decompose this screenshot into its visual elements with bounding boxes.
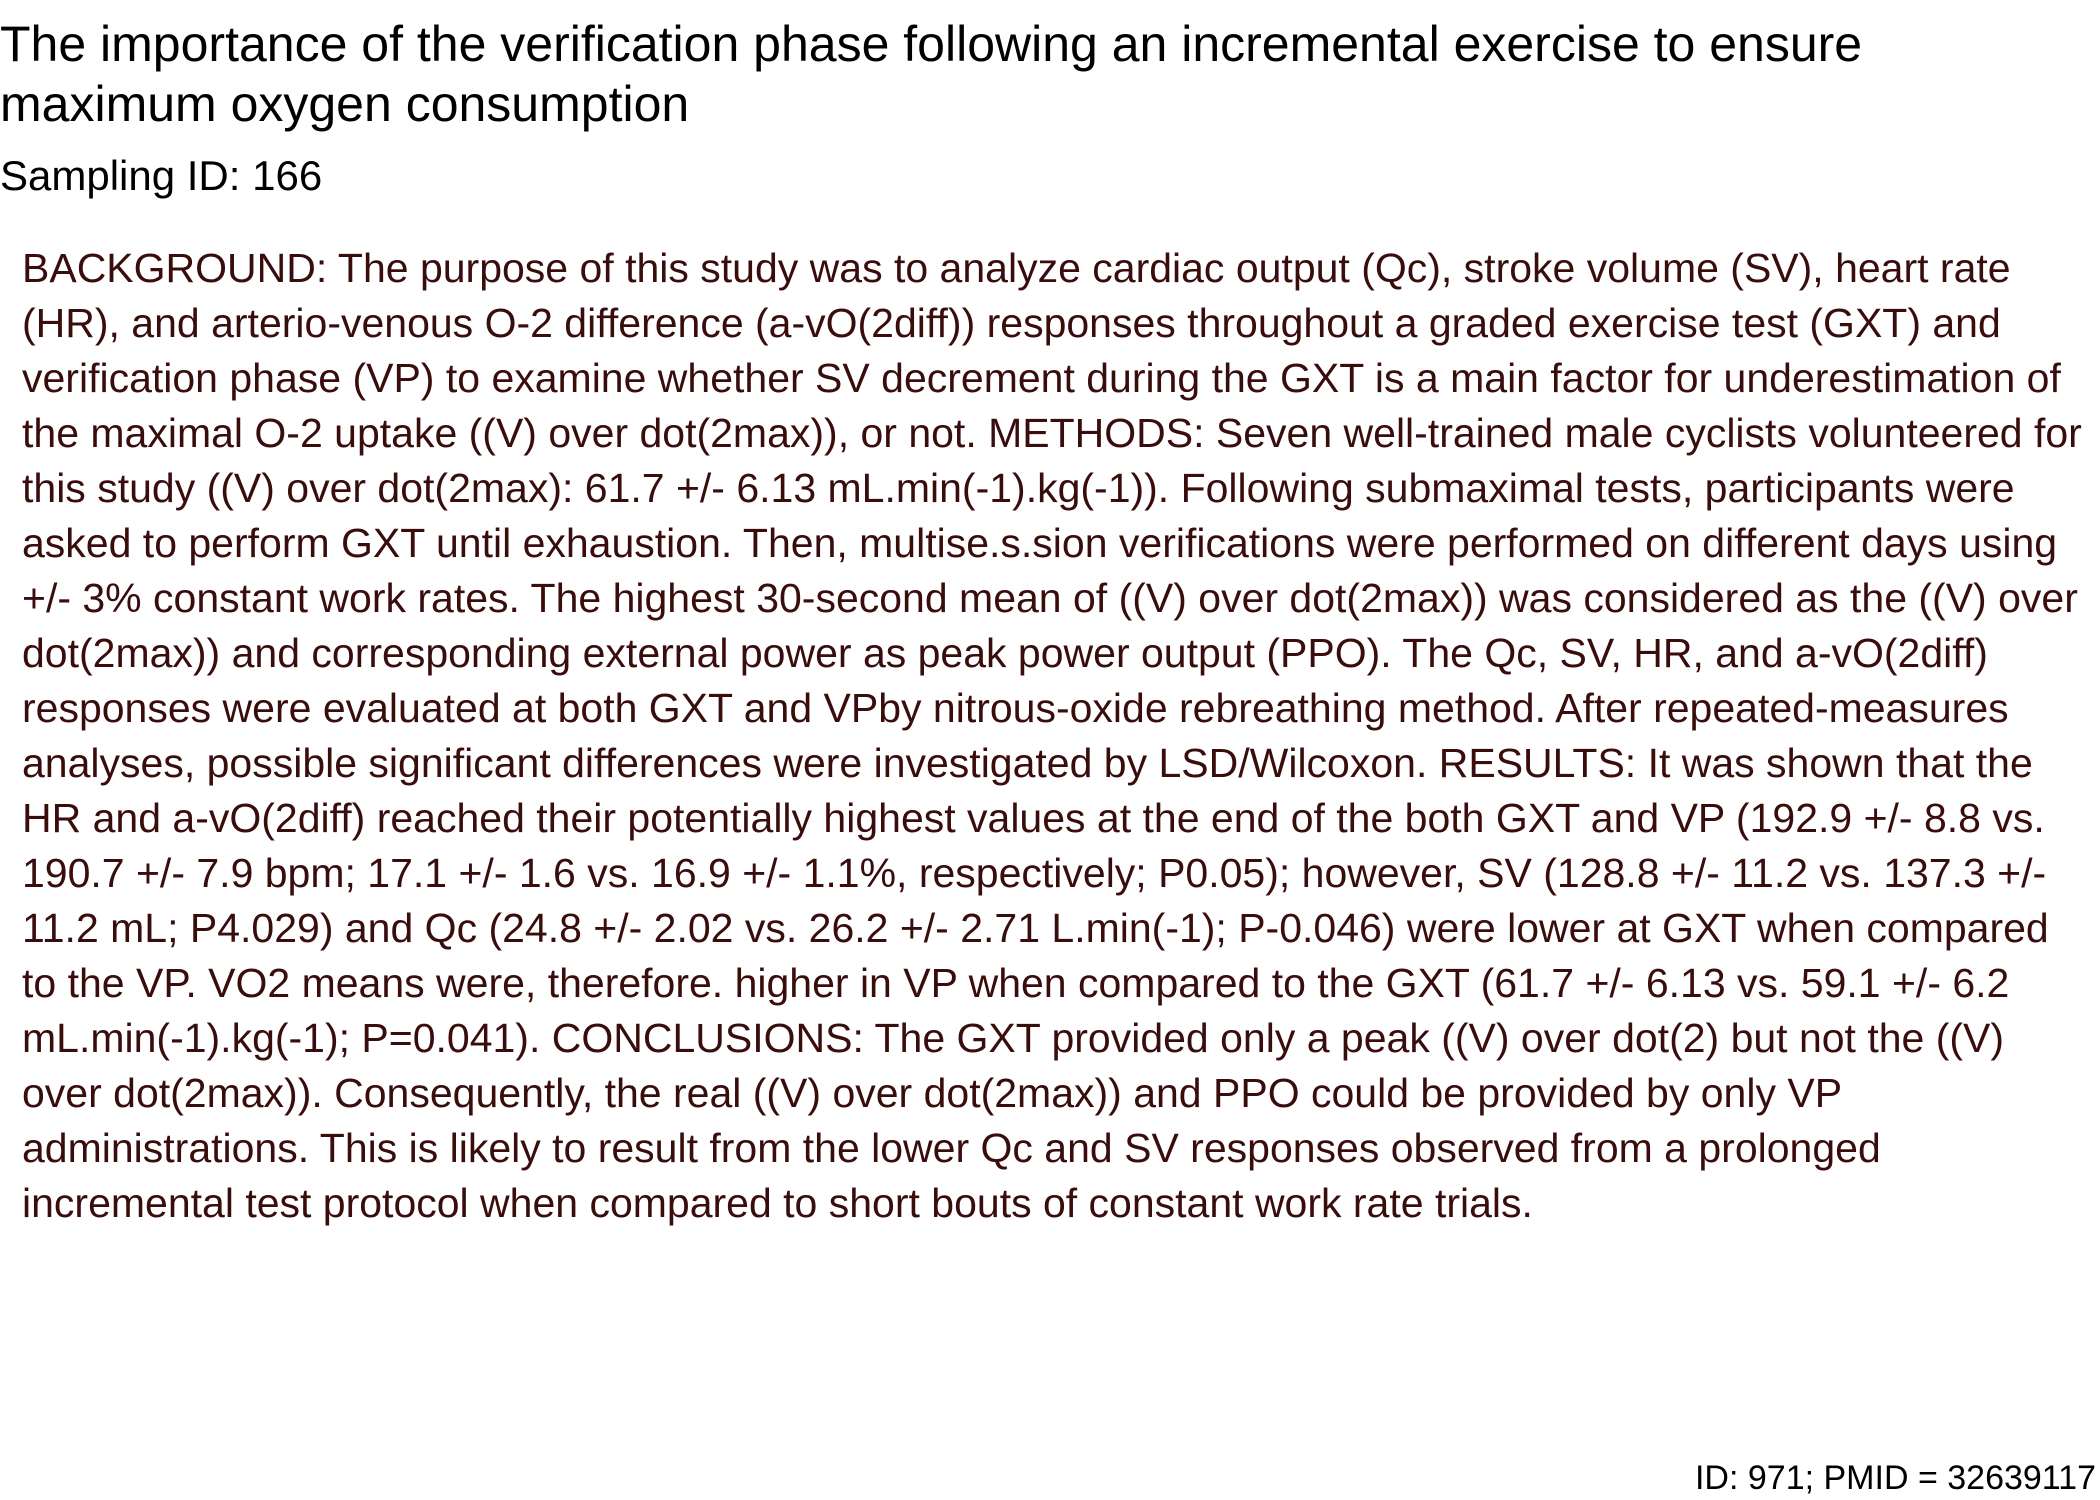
sampling-id: Sampling ID: 166 [0,152,323,199]
document-title: The importance of the verification phase… [0,16,1863,132]
abstract-text: BACKGROUND: The purpose of this study wa… [22,245,2082,1226]
record-id: ID: 971; PMID = 32639117 [1694,1459,2096,1497]
